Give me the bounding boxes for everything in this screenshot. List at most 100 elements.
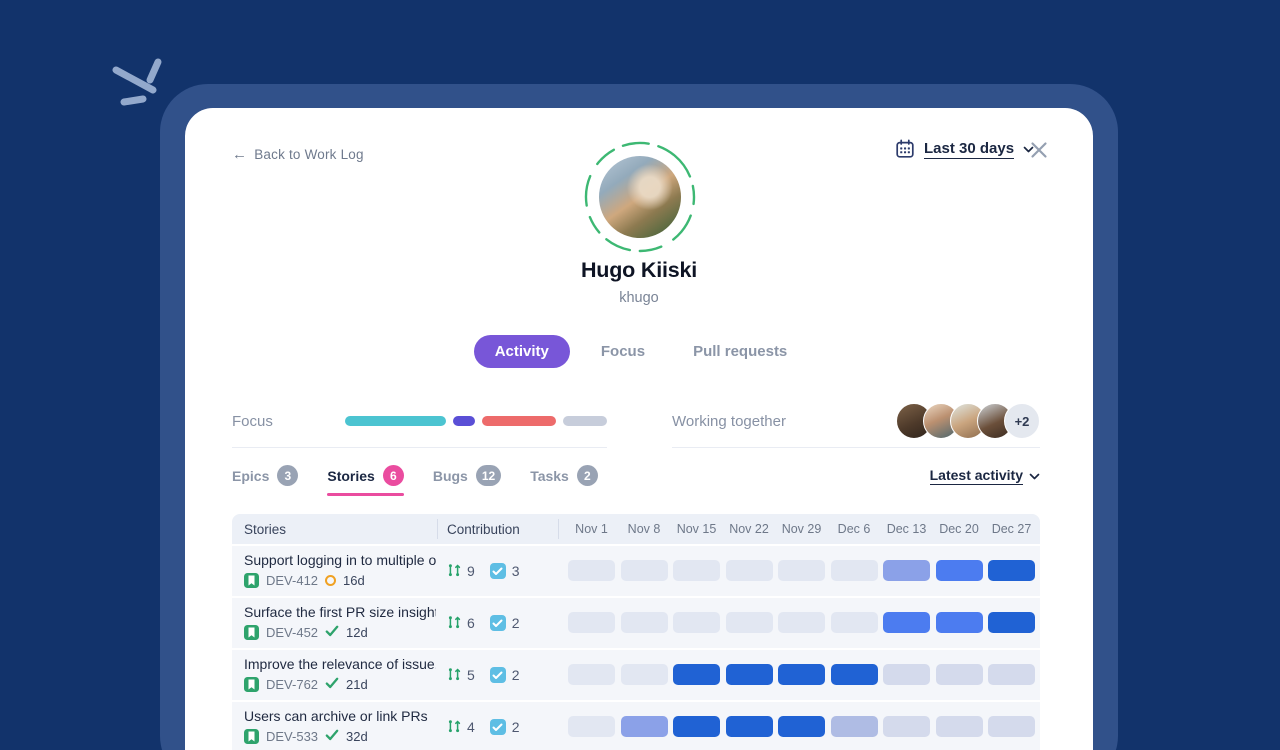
filter-tabs: Epics 3 Stories 6 Bugs 12 Tasks 2 xyxy=(232,465,598,496)
subtask-count: 2 xyxy=(511,667,520,683)
avatar-progress-ring xyxy=(584,141,696,253)
sort-dropdown[interactable]: Latest activity xyxy=(929,467,1040,485)
activity-cell xyxy=(725,664,773,685)
date-col-label: Nov 15 xyxy=(676,522,717,536)
pull-request-count: 5 xyxy=(467,667,475,683)
cycle-time-value: 21d xyxy=(346,677,368,692)
activity-cell xyxy=(778,560,825,581)
date-col-label: Dec 6 xyxy=(837,522,871,536)
table-row[interactable]: Support logging in to multiple or... DEV-… xyxy=(232,546,1040,596)
date-col-label: Nov 22 xyxy=(729,522,769,536)
filter-count-badge: 12 xyxy=(475,465,502,486)
tab-activity[interactable]: Activity xyxy=(473,335,570,368)
pull-request-count: 9 xyxy=(467,563,475,579)
activity-cell xyxy=(830,716,878,737)
date-col-label: Nov 8 xyxy=(627,522,661,536)
date-col-label: Dec 20 xyxy=(939,522,979,536)
story-type-icon xyxy=(244,625,259,640)
story-title: Surface the first PR size insights xyxy=(244,604,436,620)
activity-cell xyxy=(620,716,668,737)
pull-request-icon xyxy=(447,563,461,580)
profile-name: Hugo Kiiski xyxy=(580,258,698,282)
story-title: Support logging in to multiple or... xyxy=(244,552,436,568)
developer-profile-modal: ← Back to Work Log Last 30 days xyxy=(185,108,1093,750)
focus-segment-gray xyxy=(563,416,607,426)
issue-key: DEV-762 xyxy=(266,677,319,692)
back-link-label: Back to Work Log xyxy=(254,147,364,162)
back-to-work-log-link[interactable]: ← Back to Work Log xyxy=(232,147,364,162)
chevron-down-icon xyxy=(1023,146,1034,152)
cycle-time-value: 32d xyxy=(346,729,368,744)
close-button[interactable] xyxy=(1029,141,1049,161)
filter-count-badge: 3 xyxy=(277,465,299,486)
overflow-count-badge[interactable]: +2 xyxy=(1004,403,1040,439)
working-together-summary: Working together +2 xyxy=(672,395,1040,448)
filter-tab-bugs[interactable]: Bugs 12 xyxy=(433,465,502,486)
activity-cell xyxy=(620,664,668,685)
focus-segment-teal xyxy=(345,416,446,426)
activity-cell xyxy=(673,716,720,737)
subtask-check-icon xyxy=(489,719,506,735)
filter-tab-epics[interactable]: Epics 3 xyxy=(232,465,299,486)
cycle-time-value: 12d xyxy=(346,625,368,640)
stories-column-header: Stories xyxy=(244,522,287,537)
table-row[interactable]: Users can archive or link PRs DEV-533 32d 4… xyxy=(232,702,1040,750)
tab-bar: Activity Focus Pull requests xyxy=(185,335,1093,368)
focus-segment-red xyxy=(482,416,556,426)
activity-cell xyxy=(568,716,615,737)
table-row[interactable]: Surface the first PR size insights DEV-45… xyxy=(232,598,1040,648)
filter-label: Stories xyxy=(327,467,375,484)
filter-tab-tasks[interactable]: Tasks 2 xyxy=(530,465,598,486)
activity-cell xyxy=(568,560,615,581)
story-type-icon xyxy=(244,573,259,588)
tab-pull-requests[interactable]: Pull requests xyxy=(676,335,804,368)
story-meta: DEV-412 16d xyxy=(244,573,365,588)
activity-cell xyxy=(935,560,983,581)
profile-avatar xyxy=(599,156,681,238)
activity-cell xyxy=(568,664,615,685)
profile-username: khugo xyxy=(619,290,659,306)
story-meta: DEV-762 21d xyxy=(244,677,368,692)
activity-cell xyxy=(778,612,825,633)
activity-cell xyxy=(830,560,878,581)
story-type-icon xyxy=(244,729,259,744)
activity-cell xyxy=(988,716,1035,737)
activity-cell xyxy=(883,560,930,581)
activity-cell xyxy=(935,612,983,633)
activity-cell xyxy=(883,716,930,737)
tab-focus[interactable]: Focus xyxy=(584,335,662,368)
activity-cell xyxy=(935,716,983,737)
subtask-count: 2 xyxy=(511,615,520,631)
sparkle-doodle-icon xyxy=(112,58,162,106)
subtask-count: 2 xyxy=(511,719,520,735)
focus-label: Focus xyxy=(232,412,273,430)
calendar-icon xyxy=(896,139,914,158)
contribution-column-header: Contribution xyxy=(447,522,520,537)
story-title: Users can archive or link PRs xyxy=(244,708,428,724)
working-together-label: Working together xyxy=(672,412,786,430)
date-range-control[interactable]: Last 30 days xyxy=(895,139,1034,159)
story-title: Improve the relevance of issue... xyxy=(244,656,436,672)
date-range-dropdown[interactable]: Last 30 days xyxy=(924,139,1015,159)
activity-cell xyxy=(988,612,1035,633)
filter-count-badge: 2 xyxy=(576,465,598,486)
activity-cell xyxy=(725,560,773,581)
story-meta: DEV-452 12d xyxy=(244,625,368,640)
pull-request-icon xyxy=(447,719,461,736)
filter-label: Tasks xyxy=(530,467,569,484)
table-row[interactable]: Improve the relevance of issue... DEV-762… xyxy=(232,650,1040,700)
back-arrow-icon: ← xyxy=(232,146,248,163)
activity-cell xyxy=(935,664,983,685)
focus-bars xyxy=(345,416,607,426)
filter-tab-stories[interactable]: Stories 6 xyxy=(327,465,405,496)
done-check-icon xyxy=(325,729,339,744)
activity-cell xyxy=(620,560,668,581)
activity-cell xyxy=(778,664,825,685)
pull-request-count: 6 xyxy=(467,615,475,631)
in-progress-status-icon xyxy=(325,575,337,586)
sort-label: Latest activity xyxy=(929,467,1023,485)
filter-count-badge: 6 xyxy=(382,465,404,486)
